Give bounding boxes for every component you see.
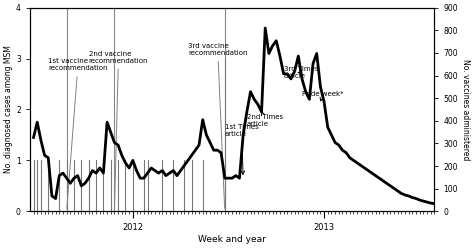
X-axis label: Week and year: Week and year [198,235,266,244]
Text: 2nd Times
article: 2nd Times article [247,111,283,127]
Text: 1st vaccine
recommendation: 1st vaccine recommendation [48,58,108,209]
Text: 3rd Times
article: 3rd Times article [283,66,318,79]
Y-axis label: No. vaccines administered: No. vaccines administered [461,59,470,160]
Text: 2nd vaccine
recommendation: 2nd vaccine recommendation [89,51,148,209]
Text: 3rd vaccine
recommendation: 3rd vaccine recommendation [188,43,247,209]
Y-axis label: No. diagnosed cases among MSM: No. diagnosed cases among MSM [4,46,13,173]
Text: Pride week*: Pride week* [302,91,344,101]
Text: 1st Times
article: 1st Times article [225,124,258,174]
